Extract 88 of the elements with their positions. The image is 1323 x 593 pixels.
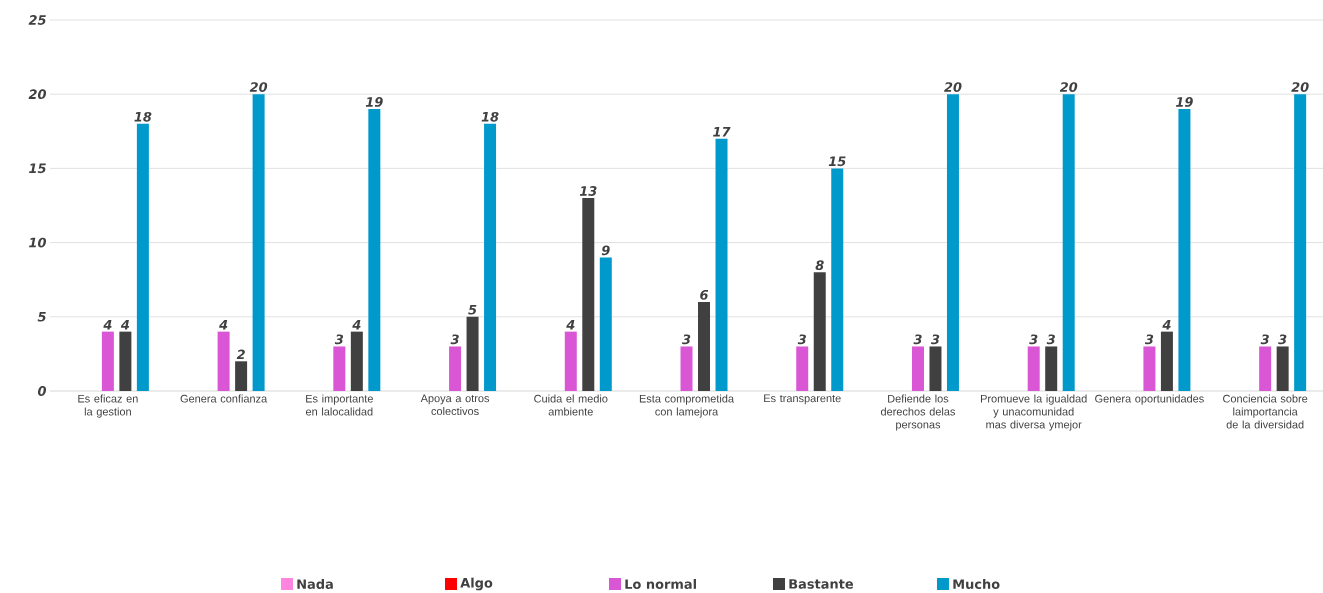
bar	[235, 361, 248, 391]
bar	[1294, 94, 1307, 391]
bar	[1062, 94, 1075, 391]
data-label: 3	[334, 334, 344, 345]
data-label: 18	[134, 111, 152, 122]
bar	[368, 109, 381, 391]
data-label: 4	[219, 320, 228, 330]
data-label: 4	[103, 320, 112, 330]
y-tick-label: 10	[29, 237, 47, 248]
data-label: 5	[468, 304, 477, 315]
bar	[680, 346, 693, 391]
x-tick-label: Cuida el medio ambiente	[534, 394, 608, 416]
bar	[698, 301, 711, 391]
bar	[1160, 331, 1173, 391]
data-label: 6	[700, 289, 709, 300]
bar	[582, 198, 595, 391]
data-label: 20	[1291, 82, 1309, 92]
data-label: 19	[365, 97, 383, 107]
data-label: 19	[1175, 97, 1193, 107]
bar	[252, 94, 265, 391]
bar	[217, 331, 230, 391]
y-tick-label: 20	[28, 89, 47, 100]
data-label: 4	[566, 320, 575, 330]
bar	[119, 331, 132, 391]
bar	[796, 346, 809, 391]
x-tick-label: Esta comprometida con lamejora	[639, 394, 735, 418]
bar	[946, 94, 959, 391]
bar	[1259, 346, 1272, 391]
data-label: 3	[1278, 334, 1287, 345]
x-tick-label: Defiende los derechos delas personas	[880, 394, 956, 431]
data-label: 3	[913, 334, 922, 345]
y-tick-label: 5	[37, 311, 46, 322]
x-tick-label: Promueve la igualdad y unacomunidad mas diversa ymejor	[980, 394, 1087, 431]
bar	[466, 316, 479, 391]
legend-label: Bastante	[789, 579, 854, 589]
bar	[715, 138, 728, 391]
data-label: 20	[1059, 82, 1078, 92]
data-label: 15	[828, 156, 846, 167]
bar	[101, 331, 114, 391]
data-label: 17	[713, 127, 731, 137]
data-label: 9	[601, 245, 610, 256]
legend-label: Algo	[460, 577, 493, 591]
x-tick-label: Es transparente	[764, 394, 841, 405]
bar	[813, 272, 826, 391]
data-label: 3	[450, 334, 459, 345]
bar	[1143, 346, 1156, 391]
bar	[1276, 346, 1289, 391]
bar	[333, 346, 346, 391]
data-label: 8	[815, 260, 824, 271]
bar	[599, 257, 612, 391]
bar	[1045, 346, 1058, 391]
bar	[136, 123, 149, 391]
bar	[564, 331, 577, 391]
x-tick-label: Apoya a otros colectivos	[420, 394, 490, 416]
bar	[929, 346, 942, 391]
x-tick-label: Conciencia sobre laimportancia de la diversidad	[1223, 394, 1308, 429]
data-label: 3	[1046, 334, 1055, 345]
x-tick-label: Es eficaz en la gestion	[78, 394, 138, 418]
bar	[911, 346, 924, 391]
data-label: 4	[352, 320, 361, 330]
data-label: 20	[249, 82, 268, 92]
bar	[350, 331, 363, 391]
y-tick-label: 0	[37, 386, 47, 396]
legend-label: Mucho	[953, 578, 1000, 589]
data-label: 3	[1144, 334, 1154, 345]
data-label: 4	[120, 320, 130, 330]
bar	[1027, 346, 1040, 391]
bar	[449, 346, 462, 391]
bar	[484, 123, 497, 391]
data-label: 3	[797, 334, 806, 345]
data-label: 13	[579, 186, 597, 196]
data-label: 2	[236, 349, 245, 360]
bar	[831, 168, 844, 391]
data-label: 18	[481, 111, 499, 122]
data-label: 3	[930, 334, 940, 345]
bar	[1178, 109, 1191, 391]
data-label: 3	[1260, 334, 1269, 345]
y-tick-label: 25	[28, 15, 46, 25]
data-label: 20	[944, 82, 962, 92]
x-tick-label: Genera oportunidades	[1095, 394, 1204, 405]
y-tick-label: 15	[29, 163, 46, 174]
data-label: 3	[682, 334, 691, 345]
data-label: 3	[1029, 334, 1038, 345]
legend-label: Lo normal	[625, 578, 696, 589]
legend-label: Nada	[297, 578, 333, 589]
data-label: 4	[1162, 320, 1171, 330]
x-tick-label: Es importante en lalocalidad	[305, 394, 373, 416]
x-tick-label: Genera confianza	[180, 394, 268, 403]
